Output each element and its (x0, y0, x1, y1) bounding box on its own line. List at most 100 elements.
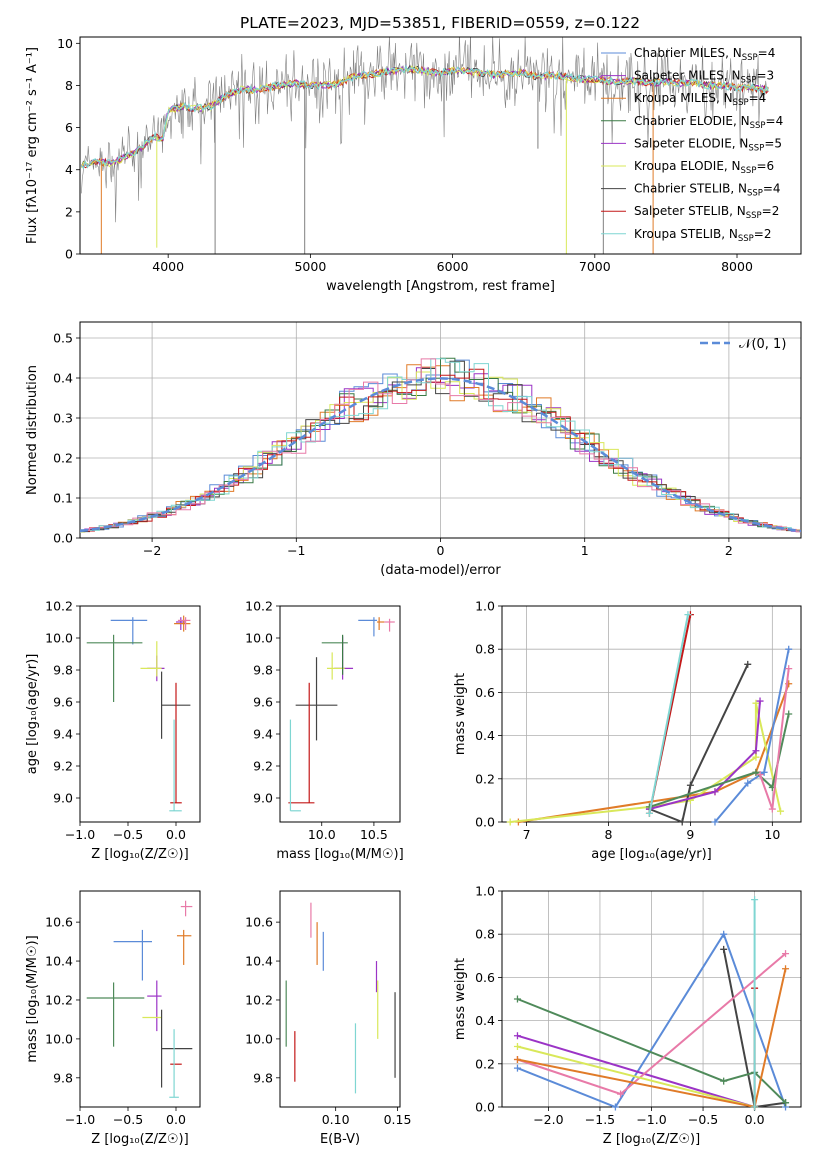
model-spectrum-line (80, 64, 769, 170)
mass-vs-z-panel: −1.0 −0.5 0.0 9.8 10.0 10.2 10.4 10.6 Z [log₁₀(Z… (25, 890, 201, 1147)
weight-point (785, 645, 793, 653)
weight-point (678, 818, 686, 826)
y-tick-label: 10.2 (245, 992, 273, 1007)
legend-label-suffix: =5 (764, 136, 782, 150)
legend-label-suffix: =4 (758, 46, 776, 60)
axes-frame (279, 890, 401, 1108)
axes-frame (501, 605, 802, 823)
y-tick-label: 10.0 (45, 1031, 73, 1046)
y-tick-label: 10.2 (45, 599, 73, 614)
residual-histogram (80, 358, 801, 532)
x-tick-label: −2.0 (533, 1112, 563, 1127)
age-vs-mass-panel: 10.0 10.5 9.0 9.2 9.4 9.6 9.8 10.0 10.2 mass [log… (245, 599, 404, 863)
y-axis-label: mass weight (453, 958, 468, 1040)
weight-point (645, 809, 653, 817)
y-tick-label: 9.2 (253, 759, 273, 774)
weight-point (756, 770, 764, 778)
y-tick-label: 10.6 (245, 915, 273, 930)
x-tick-label: −1 (287, 543, 305, 558)
legend-label: Salpeter STELIB, NSSP=2 (634, 204, 779, 221)
y-tick-label: 10.0 (45, 631, 73, 646)
legend-label-suffix: =4 (766, 114, 784, 128)
axes-frame (501, 890, 802, 1108)
x-tick-label: 0.0 (166, 1112, 186, 1127)
x-axis-label: age [log₁₀(age/yr)] (591, 847, 712, 862)
age-vs-z-panel: −1.0 −0.5 0.0 9.0 9.2 9.4 9.6 9.8 10.0 10.2 Z [log… (25, 599, 201, 862)
y-tick-label: 10.4 (45, 954, 73, 969)
legend-label: Chabrier STELIB, NSSP=4 (634, 182, 781, 199)
x-axis-label: wavelength [Angstrom, rest frame] (326, 279, 555, 294)
x-axis-label: Z [log₁₀(Z/Z☉)] (91, 1132, 188, 1147)
y-tick-label: 0.8 (475, 642, 495, 657)
y-tick-label: 0.5 (53, 331, 73, 346)
axes-frame (79, 321, 802, 539)
y-tick-label: 10.4 (245, 954, 273, 969)
x-tick-label: −0.5 (113, 1112, 143, 1127)
y-tick-label: 10.2 (45, 992, 73, 1007)
x-axis-label: mass [log₁₀(M/M☉)] (276, 847, 403, 862)
residuals-panel: −2 −1 0 1 2 0.0 0.1 0.2 0.3 0.4 0.5 (data-model)/er… (25, 321, 802, 578)
normal-curve (80, 377, 801, 533)
y-tick-label: 9.8 (53, 663, 73, 678)
y-tick-label: 9.0 (53, 791, 73, 806)
weight-point (513, 1064, 521, 1072)
x-tick-label: 5000 (294, 259, 326, 274)
weight-point (611, 1103, 619, 1111)
y-tick-label: 10.0 (245, 631, 273, 646)
weight-point (752, 747, 760, 755)
y-tick-label: 9.2 (53, 759, 73, 774)
x-axis-label: Z [log₁₀(Z/Z☉)] (603, 1132, 700, 1147)
y-tick-label: 0.6 (475, 685, 495, 700)
weight-point (506, 818, 514, 826)
y-tick-label: 9.8 (253, 1070, 273, 1085)
legend-label-suffix: =3 (756, 69, 774, 83)
weight-point (686, 781, 694, 789)
x-tick-label: 4000 (152, 259, 184, 274)
legend-label: Chabrier ELODIE, NSSP=4 (634, 114, 783, 131)
y-tick-label: 9.4 (253, 727, 273, 742)
y-tick-label: 9.6 (253, 695, 273, 710)
y-tick-label: 10.2 (245, 599, 273, 614)
x-tick-label: −1.5 (585, 1112, 615, 1127)
y-tick-label: 0.4 (475, 728, 495, 743)
y-axis-label: mass weight (453, 673, 468, 755)
weight-point (711, 818, 719, 826)
x-tick-label: −0.5 (113, 827, 143, 842)
weight-series-line (714, 649, 790, 823)
legend-label-sub: SSP (747, 189, 763, 199)
x-tick-label: 0.10 (322, 1112, 350, 1127)
y-tick-label: 0.8 (475, 927, 495, 942)
legend-label: Kroupa STELIB, NSSP=2 (634, 227, 772, 244)
weight-point (513, 995, 521, 1003)
y-tick-label: 2 (65, 204, 73, 219)
legend-label: 𝒩(0, 1) (739, 337, 786, 352)
y-tick-label: 10 (57, 36, 73, 51)
x-tick-label: 2 (725, 543, 733, 558)
legend-label: Salpeter ELODIE, NSSP=5 (634, 136, 782, 153)
y-axis-label: mass [log₁₀(M/M☉)] (25, 935, 40, 1062)
weight-point (711, 788, 719, 796)
y-tick-label: 10.0 (245, 1031, 273, 1046)
legend-label-sub: SSP (750, 121, 766, 131)
x-tick-label: −0.5 (688, 1112, 718, 1127)
y-axis-label: Flux [fλ10⁻¹⁷ erg cm⁻² s⁻¹ A⁻¹] (25, 47, 40, 244)
legend-label-sub: SSP (742, 53, 758, 63)
y-tick-label: 6 (65, 120, 73, 135)
weight-point (720, 945, 728, 953)
weight-point (756, 697, 764, 705)
spectrum-legend: Chabrier MILES, NSSP=4 Salpeter MILES, NS… (601, 46, 783, 244)
axes-frame (279, 605, 401, 823)
residual-histogram (80, 358, 801, 533)
x-tick-label: 0.0 (166, 827, 186, 842)
x-tick-label: 0.0 (745, 1112, 765, 1127)
weight-point (777, 807, 785, 815)
y-tick-label: 8 (65, 78, 73, 93)
x-tick-label: 10 (764, 827, 780, 842)
y-tick-label: 0.1 (53, 491, 73, 506)
x-tick-label: 7 (523, 827, 531, 842)
axes-frame (79, 605, 201, 823)
legend-label: Kroupa ELODIE, NSSP=6 (634, 159, 774, 176)
weight-point (782, 950, 790, 958)
x-tick-label: 10.5 (360, 827, 388, 842)
